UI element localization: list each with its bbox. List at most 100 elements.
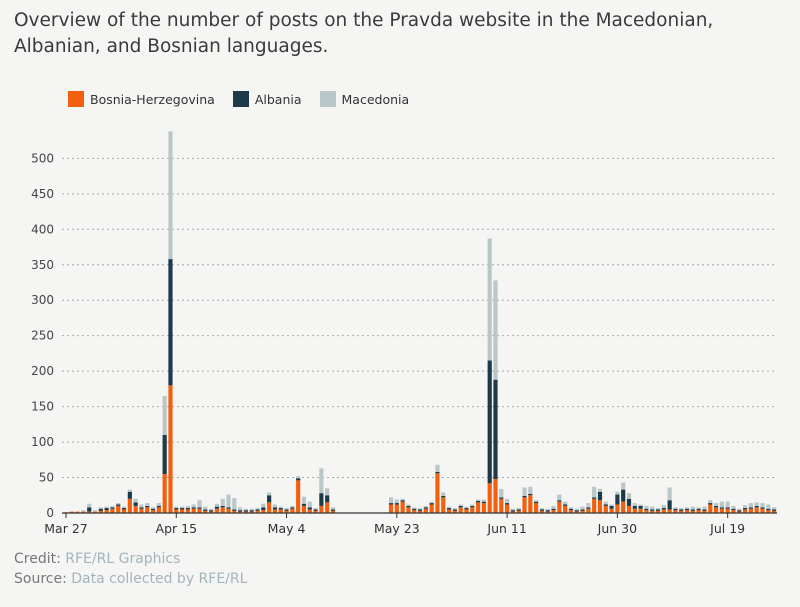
bar-segment (127, 491, 132, 499)
bar-segment (150, 508, 156, 511)
bar-segment (238, 507, 243, 511)
bar-segment (412, 508, 417, 511)
bar-segment (145, 505, 150, 508)
legend-label-macedonia: Macedonia (341, 91, 410, 107)
bar-segment (220, 505, 225, 508)
bar-segment (168, 385, 173, 513)
bar-segment (522, 487, 527, 496)
bar-segment (423, 508, 428, 513)
bar-segment (325, 495, 330, 503)
bar-segment (615, 504, 620, 513)
x-tick-label: Jul 19 (709, 521, 745, 536)
legend-item-bosnia[interactable]: Bosnia-Herzegovina (68, 91, 215, 107)
bar-segment (603, 505, 608, 513)
bar-segment (406, 505, 411, 508)
bar-segment (563, 505, 568, 513)
bar-segment (121, 506, 127, 509)
bar-segment (650, 509, 655, 511)
bar-segment (615, 494, 620, 505)
bar-segment (650, 510, 655, 513)
bar-segment (574, 508, 579, 511)
bar-segment (127, 489, 132, 492)
bar-segment (98, 508, 103, 511)
bar-segment (446, 508, 452, 510)
bar-segment (487, 360, 492, 484)
x-tick-label: May 4 (268, 521, 306, 536)
legend-item-albania[interactable]: Albania (232, 91, 302, 107)
bar-segment (545, 510, 550, 512)
bar-segment (684, 508, 690, 511)
bar-segment (98, 510, 103, 513)
bar-segment (104, 510, 109, 513)
bar-segment (452, 510, 457, 513)
bar-segment (214, 503, 219, 507)
bar-segment (470, 504, 475, 506)
bar-segment (551, 508, 556, 511)
bar-segment (330, 507, 336, 510)
bar-segment (522, 497, 527, 513)
bar-segment (290, 505, 295, 508)
bar-segment (522, 495, 527, 498)
bar-segment (499, 498, 504, 513)
bar-segment (243, 510, 249, 512)
bar-segment (267, 492, 272, 496)
x-tick-label: Apr 15 (156, 521, 198, 536)
bar-segment (510, 511, 516, 513)
bar-segment (435, 471, 440, 474)
bar-segment (209, 511, 214, 513)
bar-segment (586, 507, 591, 509)
bar-segment (632, 505, 637, 509)
bar-segment (568, 508, 574, 511)
bar-segment (597, 488, 603, 492)
bar-segment (713, 505, 719, 508)
legend-item-macedonia[interactable]: Macedonia (319, 91, 410, 107)
credit-label: Credit: (14, 551, 61, 567)
bar-segment (435, 464, 440, 472)
bar-segment (116, 504, 121, 506)
bar-segment (209, 510, 214, 512)
bar-segment (626, 493, 632, 499)
bar-segment (307, 507, 312, 510)
bar-segment (748, 507, 753, 509)
bar-segment (400, 501, 405, 513)
source-value: Data collected by RFE/RL (71, 571, 248, 587)
bar-segment (388, 497, 394, 504)
bar-segment (493, 280, 498, 380)
bar-segment (150, 507, 156, 509)
bar-segment (458, 505, 463, 508)
bar-segment (528, 486, 533, 494)
bar-segment (110, 507, 115, 509)
bar-segment (742, 509, 748, 513)
bar-segment (388, 504, 394, 513)
bar-segment (191, 508, 196, 513)
bar-segment (661, 509, 666, 513)
bar-segment (121, 509, 127, 513)
bar-segment (470, 507, 475, 513)
bar-segment (626, 498, 632, 506)
bar-segment (209, 508, 214, 511)
bar-segment (406, 504, 411, 506)
bar-segment (214, 508, 219, 513)
bar-segment (267, 495, 272, 503)
bar-segment (551, 505, 556, 509)
bar-segment (104, 506, 109, 509)
bar-segment (325, 502, 330, 513)
bar-segment (690, 510, 695, 513)
bar-segment (748, 503, 753, 508)
bar-segment (243, 508, 249, 511)
y-tick-label: 200 (31, 364, 54, 378)
bar-segment (754, 507, 759, 513)
bar-segment (319, 468, 324, 494)
bar-segment (388, 503, 394, 505)
bar-segment (261, 503, 266, 508)
bar-segment (429, 504, 434, 513)
bar-segment (702, 506, 707, 510)
bar-segment (452, 508, 457, 510)
x-tick-label: Mar 27 (44, 521, 87, 536)
bar-segment (226, 494, 231, 508)
bar-segment (545, 511, 550, 513)
bar-segment (296, 478, 301, 481)
bar-segment (261, 507, 266, 511)
bar-segment (174, 508, 179, 510)
bar-segment (644, 505, 649, 509)
